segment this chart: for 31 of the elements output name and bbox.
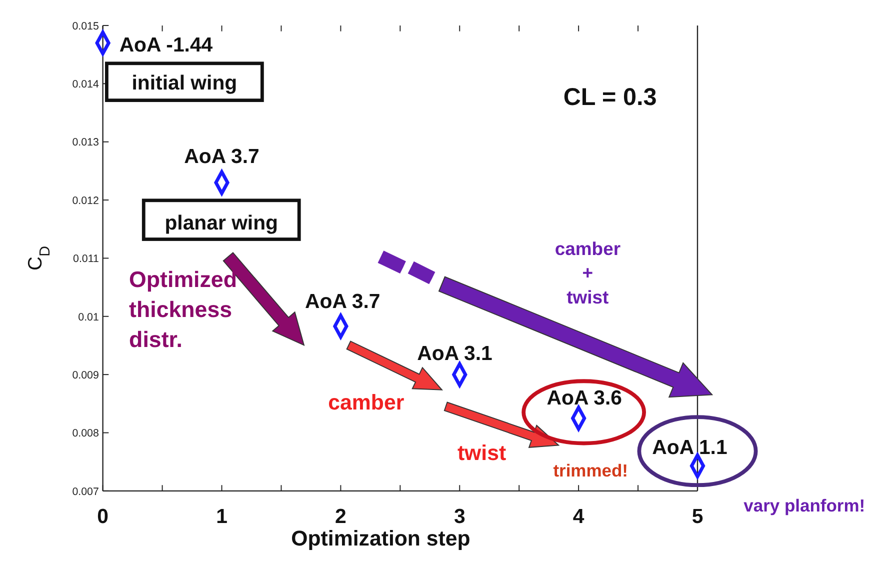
y-tick-label: 0.007 (72, 486, 99, 498)
annotation: CL = 0.3 (563, 84, 657, 112)
annotation: camber (328, 390, 404, 414)
annotation: initial wing (132, 72, 238, 95)
annotation: AoA 1.1 (652, 437, 728, 460)
annotation: AoA 3.6 (546, 388, 622, 410)
y-tick-label: 0.012 (72, 194, 99, 207)
text: vary planform! (744, 495, 866, 516)
y-tick-label: 0.013 (72, 136, 99, 149)
y-tick-label: 0.009 (72, 369, 99, 382)
y-tick-label: 0.015 (72, 20, 99, 32)
y-tick-label: 0.011 (73, 253, 99, 266)
x-tick-label: 1 (216, 506, 228, 528)
annotation: planar wing (164, 212, 278, 235)
x-tick-label: 2 (335, 506, 346, 528)
annotation: Optimized thickness distr. (129, 266, 237, 352)
annotation: camber + twist (554, 238, 621, 308)
y-tick-label: 0.008 (72, 428, 99, 440)
annotation: AoA 3.7 (184, 146, 260, 168)
annotation: AoA 3.7 (305, 290, 380, 313)
y-tick-label: 0.01 (78, 311, 99, 324)
y-tick-label: 0.014 (72, 78, 99, 91)
x-axis-title: Optimization step (291, 526, 470, 550)
annotation: trimmed! (553, 460, 628, 480)
annotation: AoA -1.44 (119, 34, 214, 57)
annotation: twist (457, 440, 506, 465)
x-tick-label: 0 (97, 506, 108, 528)
x-tick-label: 5 (692, 506, 704, 528)
x-tick-label: 4 (572, 506, 585, 528)
annotation: AoA 3.1 (417, 342, 492, 365)
x-tick-label: 3 (454, 506, 466, 528)
